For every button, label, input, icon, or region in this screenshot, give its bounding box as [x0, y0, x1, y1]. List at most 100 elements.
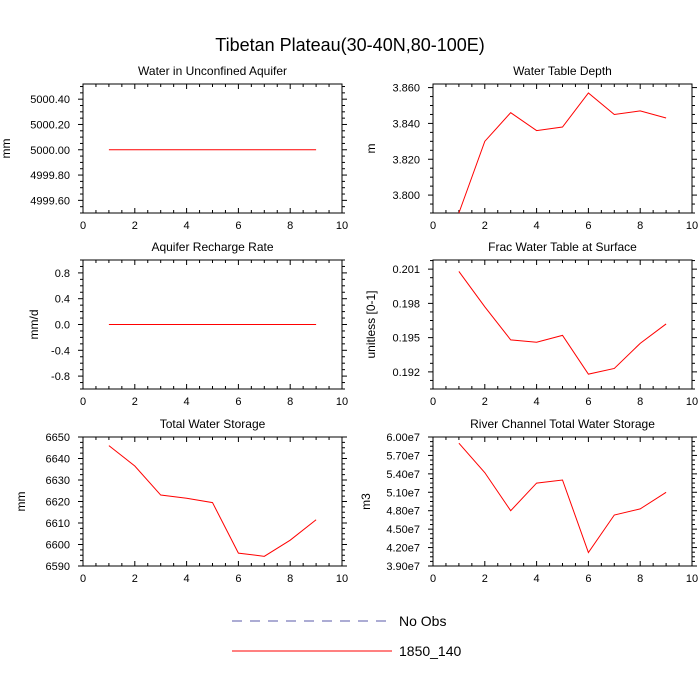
x-tick-label: 0 [80, 396, 86, 408]
x-tick-label: 0 [430, 573, 436, 585]
y-tick-label: 0.0 [55, 320, 70, 332]
x-tick-label: 2 [132, 396, 138, 408]
y-tick-label: 5.70e7 [386, 450, 420, 462]
x-tick-label: 10 [686, 396, 698, 408]
y-tick-label: 3.800 [392, 190, 420, 202]
chart-panel-6: River Channel Total Water Storage m3 0 2 4 6 8… [359, 417, 698, 585]
y-tick-label: 6620 [46, 497, 70, 509]
plot-frame [432, 259, 693, 390]
y-tick-label: 6610 [46, 518, 70, 530]
x-tick-label: 0 [80, 573, 86, 585]
x-tick-label: 2 [482, 220, 488, 232]
y-tick-label: 6.00e7 [386, 432, 420, 444]
y-tick-label: 3.820 [392, 154, 420, 166]
x-tick-label: 6 [585, 396, 591, 408]
x-tick-label: 10 [336, 573, 348, 585]
y-tick-label: 5.10e7 [386, 487, 420, 499]
x-tick-label: 0 [430, 396, 436, 408]
panels: Water in Unconfined Aquifer mm 0 2 4 6 8 10 4999… [0, 64, 698, 585]
x-tick-label: 8 [637, 396, 643, 408]
x-tick-label: 8 [637, 220, 643, 232]
x-tick-label: 8 [637, 573, 643, 585]
plot-frame [432, 436, 693, 567]
y-tick-label: 4.50e7 [386, 524, 420, 536]
x-tick-label: 6 [585, 573, 591, 585]
chart-panel-3: Aquifer Recharge Rate mm/d 0 2 4 6 8 10 -0.8 -0.4… [27, 240, 348, 408]
y-tick-label: 0.192 [392, 367, 420, 379]
y-tick-label: -0.4 [51, 345, 70, 357]
x-tick-label: 6 [235, 220, 241, 232]
y-tick-label: 3.90e7 [386, 561, 420, 573]
series-line-1850_140 [458, 271, 667, 375]
series-line-1850_140 [458, 442, 667, 554]
plot-frame [432, 83, 693, 214]
panel-title: Aquifer Recharge Rate [151, 240, 273, 254]
y-tick-label: 3.840 [392, 118, 420, 130]
x-tick-label: 10 [336, 220, 348, 232]
y-tick-label: 0.198 [392, 298, 420, 310]
y-axis-label: unitless [0-1] [364, 290, 378, 358]
y-tick-label: 6590 [46, 561, 70, 573]
x-tick-label: 2 [482, 573, 488, 585]
series-line-1850_140 [108, 445, 317, 557]
x-tick-label: 8 [287, 220, 293, 232]
y-tick-label: 5000.00 [30, 145, 70, 157]
x-tick-label: 8 [287, 573, 293, 585]
y-tick-label: 4999.80 [30, 170, 70, 182]
x-tick-label: 4 [184, 573, 190, 585]
x-tick-label: 6 [235, 396, 241, 408]
legend-label-1: No Obs [399, 613, 446, 629]
y-tick-label: -0.8 [51, 371, 70, 383]
y-axis-label: m3 [359, 493, 373, 510]
y-tick-label: 5.40e7 [386, 469, 420, 481]
x-tick-label: 8 [287, 396, 293, 408]
series-line-1850_140 [458, 92, 667, 214]
y-axis-label: mm/d [27, 310, 41, 340]
y-tick-label: 4999.60 [30, 195, 70, 207]
y-tick-label: 5000.20 [30, 119, 70, 131]
x-tick-label: 6 [235, 573, 241, 585]
figure-title: Tibetan Plateau(30-40N,80-100E) [215, 35, 485, 55]
x-tick-label: 4 [184, 220, 190, 232]
x-tick-label: 10 [686, 573, 698, 585]
panel-title: River Channel Total Water Storage [470, 417, 655, 431]
x-tick-label: 4 [534, 220, 540, 232]
x-tick-label: 4 [184, 396, 190, 408]
x-tick-label: 10 [686, 220, 698, 232]
y-tick-label: 0.4 [55, 294, 70, 306]
y-tick-label: 0.8 [55, 268, 70, 280]
panel-title: Frac Water Table at Surface [488, 240, 637, 254]
x-tick-label: 0 [80, 220, 86, 232]
y-tick-label: 6640 [46, 454, 70, 466]
x-tick-label: 2 [132, 220, 138, 232]
y-tick-label: 6650 [46, 432, 70, 444]
y-tick-label: 6600 [46, 540, 70, 552]
panel-title: Water Table Depth [513, 64, 612, 78]
x-tick-label: 2 [132, 573, 138, 585]
y-axis-label: mm [14, 492, 28, 512]
x-tick-label: 6 [585, 220, 591, 232]
y-tick-label: 5000.40 [30, 94, 70, 106]
y-axis-label: mm [0, 139, 13, 159]
y-tick-label: 0.195 [392, 333, 420, 345]
x-tick-label: 4 [534, 396, 540, 408]
chart-panel-5: Total Water Storage mm 0 2 4 6 8 10 6590 6600 6610… [14, 417, 348, 585]
x-tick-label: 10 [336, 396, 348, 408]
x-tick-label: 4 [534, 573, 540, 585]
chart-panel-1: Water in Unconfined Aquifer mm 0 2 4 6 8 10 4999… [0, 64, 348, 232]
y-tick-label: 6630 [46, 475, 70, 487]
chart-panel-4: Frac Water Table at Surface unitless [0-1… [364, 240, 698, 408]
y-tick-label: 4.80e7 [386, 506, 420, 518]
y-tick-label: 0.201 [392, 264, 420, 276]
legend-label-2: 1850_140 [399, 643, 462, 659]
x-tick-label: 2 [482, 396, 488, 408]
y-tick-label: 4.20e7 [386, 543, 420, 555]
panel-title: Water in Unconfined Aquifer [138, 64, 287, 78]
y-axis-label: m [364, 144, 378, 154]
panel-title: Total Water Storage [160, 417, 266, 431]
plot-frame [82, 83, 343, 214]
x-tick-label: 0 [430, 220, 436, 232]
chart-panel-2: Water Table Depth m 0 2 4 6 8 10 3.800 3.820 3.840… [364, 64, 698, 232]
y-tick-label: 3.860 [392, 83, 420, 95]
